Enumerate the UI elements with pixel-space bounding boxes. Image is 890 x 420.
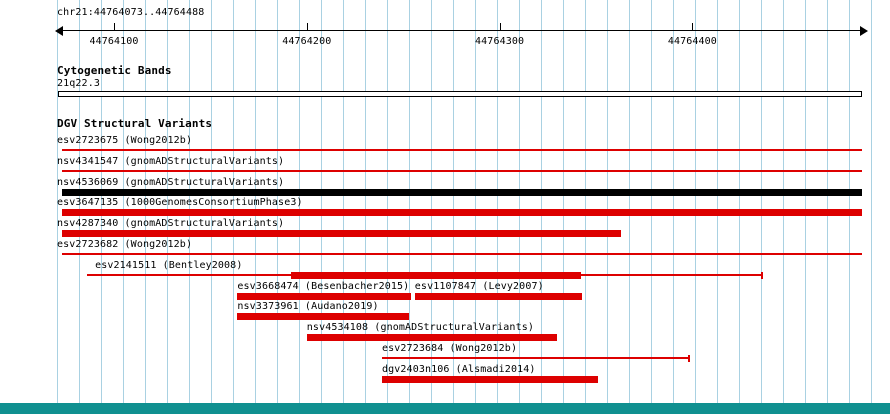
variant-end-tick (687, 355, 690, 362)
variant-bar[interactable] (382, 375, 598, 383)
variant-bar[interactable] (62, 209, 862, 217)
cytogenetic-bands-title: Cytogenetic Bands (57, 64, 172, 77)
variant-label[interactable]: esv3647135 (1000GenomesConsortiumPhase3) (57, 197, 303, 209)
variant-line[interactable] (62, 253, 862, 255)
ruler-tick-mark (306, 23, 308, 30)
ruler-tick-mark (114, 23, 115, 30)
variant-label[interactable]: nsv4536069 (gnomADStructuralVariants) (57, 176, 285, 188)
cytogenetic-band-box[interactable] (58, 91, 862, 97)
variant-label[interactable]: esv3668474 (Besenbacher2015) (237, 280, 410, 292)
cytogenetic-band-label: 21q22.3 (57, 78, 100, 89)
variant-bar[interactable] (62, 188, 862, 196)
variant-label[interactable]: esv2723684 (Wong2012b) (382, 343, 518, 354)
variant-bar[interactable] (414, 292, 583, 300)
ruler-tick-label: 44764200 (282, 36, 332, 47)
variant-bar[interactable] (306, 334, 558, 342)
variant-end-tick (760, 271, 763, 279)
variant-label[interactable]: esv1107847 (Levy2007) (414, 280, 544, 292)
ruler-tick-mark (692, 23, 694, 30)
variant-label[interactable]: nsv4534108 (gnomADStructuralVariants) (306, 322, 534, 334)
variant-line[interactable] (62, 149, 862, 151)
variant-bar[interactable] (62, 230, 621, 238)
variant-label[interactable]: nsv3373961 (Audano2019) (237, 301, 379, 313)
ruler-tick-mark (499, 23, 501, 30)
variant-label[interactable]: esv2723682 (Wong2012b) (57, 239, 193, 250)
variant-bar[interactable] (237, 292, 411, 300)
variant-label[interactable]: esv2723675 (Wong2012b) (57, 135, 193, 146)
dgv-variants-title: DGV Structural Variants (57, 117, 213, 130)
variant-label[interactable]: dgv2403n106 (Alsmadi2014) (382, 363, 536, 375)
ruler-tick-label: 44764400 (667, 36, 717, 47)
variant-line[interactable] (62, 169, 862, 172)
ruler-tick-label: 44764100 (89, 36, 139, 47)
variant-label[interactable]: esv2141511 (Bentley2008) (95, 259, 243, 271)
variant-bar[interactable] (237, 313, 409, 321)
ruler-left-arrow-icon[interactable] (55, 26, 63, 36)
bottom-scrollbar[interactable] (0, 403, 890, 414)
ruler-tick-label: 44764300 (475, 36, 525, 47)
variant-range-line[interactable] (382, 357, 689, 359)
ruler-right-arrow-icon[interactable] (860, 26, 868, 36)
variant-range-thick[interactable] (291, 271, 581, 279)
ruler-line (61, 30, 863, 31)
variant-label[interactable]: nsv4287340 (gnomADStructuralVariants) (57, 218, 285, 230)
variant-label[interactable]: nsv4341547 (gnomADStructuralVariants) (57, 155, 285, 167)
locus-label: chr21:44764073..44764488 (57, 7, 205, 18)
